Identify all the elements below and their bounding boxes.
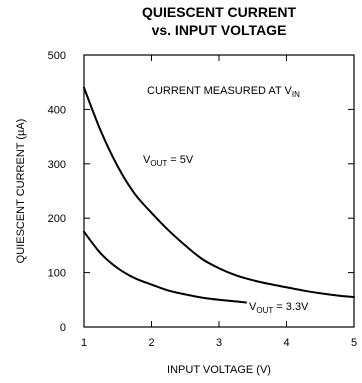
series-label-prefix: V	[143, 154, 151, 166]
y-tick-label: 0	[60, 322, 66, 334]
annotation-current-measured: CURRENT MEASURED AT VIN	[147, 85, 300, 99]
series-line-vout-3v3	[83, 230, 247, 304]
series-layer	[83, 86, 355, 304]
axis-ticks: 0 100 200 300 400 500 1 2 3 4 5	[48, 50, 357, 349]
y-tick-label: 400	[48, 104, 66, 116]
series-label-subscript: OUT	[256, 306, 273, 315]
series-label-background	[139, 150, 209, 168]
y-tick-label: 100	[48, 268, 66, 280]
series-line-vout-5v	[83, 86, 355, 299]
annotation-subscript: IN	[292, 90, 300, 99]
plot-frame	[83, 54, 355, 328]
x-tick-label: 2	[148, 337, 154, 349]
y-tick-label: 200	[48, 213, 66, 225]
series-label-subscript: OUT	[150, 159, 167, 168]
x-axis-label: INPUT VOLTAGE (V)	[167, 364, 271, 376]
chart-title-line2: vs. INPUT VOLTAGE	[151, 22, 287, 38]
x-tick-label: 4	[283, 337, 289, 349]
series-label-vout-5v: VOUT = 5V	[139, 150, 209, 168]
series-label-prefix: V	[249, 301, 257, 313]
annotation-main: CURRENT MEASURED AT V	[147, 85, 293, 97]
y-axis-label: QUIESCENT CURRENT (µA)	[15, 119, 27, 264]
x-tick-label: 1	[81, 337, 87, 349]
series-label-vout-3v3: VOUT = 3.3V	[249, 301, 309, 315]
series-label-text: VOUT = 3.3V	[249, 301, 309, 315]
series-label-suffix: = 5V	[167, 154, 194, 166]
series-label-suffix: = 3.3V	[273, 301, 309, 313]
x-tick-label: 5	[351, 337, 357, 349]
chart-title-line1: QUIESCENT CURRENT	[141, 4, 296, 20]
x-tick-label: 3	[216, 337, 222, 349]
y-tick-label: 300	[48, 159, 66, 171]
series-label-text: VOUT = 5V	[143, 154, 194, 168]
y-tick-label: 500	[48, 50, 66, 62]
